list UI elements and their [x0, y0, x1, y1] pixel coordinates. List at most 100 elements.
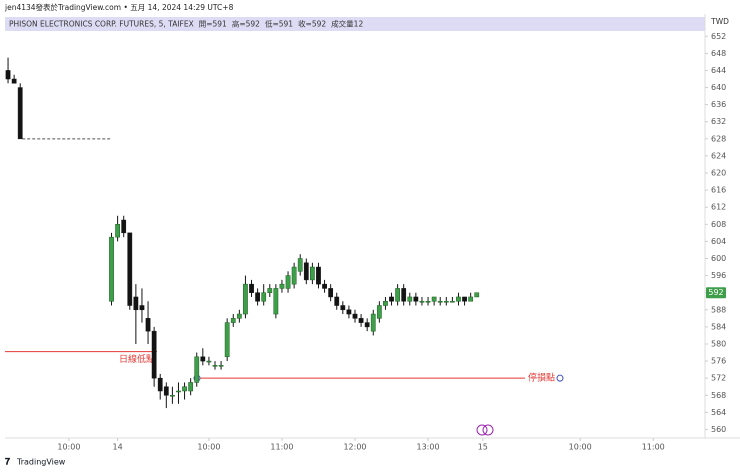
candle-body: [236, 313, 242, 319]
y-tick-label: 564: [711, 408, 726, 417]
y-tick-label: 632: [711, 117, 726, 126]
candle-body: [303, 262, 309, 281]
candle-body: [474, 292, 480, 298]
y-tick-label: 640: [711, 83, 726, 92]
candle-body: [170, 395, 175, 397]
annotation-anchor: [556, 374, 564, 382]
candle-body: [401, 288, 407, 302]
x-tick-label: 10:00: [197, 443, 220, 452]
y-tick-label: 580: [711, 339, 726, 348]
candle-body: [121, 219, 127, 234]
y-tick-label: 628: [711, 134, 726, 143]
candle-body: [5, 70, 11, 80]
y-tick-label: 568: [711, 391, 726, 400]
candle-body: [212, 365, 218, 367]
y-tick-label: 576: [711, 357, 726, 366]
footer: TradingView: [16, 458, 66, 467]
candle-body: [133, 296, 139, 311]
y-tick-label: 652: [711, 32, 726, 41]
last-price-label: 592: [708, 288, 723, 297]
candle-body: [334, 296, 340, 306]
candle-body: [297, 258, 303, 272]
candle-body: [151, 330, 157, 379]
candle-body: [370, 313, 376, 332]
y-tick-label: 644: [711, 66, 726, 75]
candle-body: [285, 275, 291, 289]
candle-body: [230, 318, 236, 323]
x-tick-label: 13:00: [417, 443, 440, 452]
candle-body: [291, 266, 297, 285]
candle-body: [249, 283, 254, 293]
candle-body: [316, 266, 321, 285]
y-tick-label: 608: [711, 220, 726, 229]
candle-body: [395, 288, 400, 302]
candle-body: [419, 300, 425, 303]
candle-body: [109, 236, 114, 302]
candle-body: [218, 365, 224, 367]
x-tick-label: 12:00: [343, 443, 366, 452]
candle-body: [145, 318, 151, 332]
candle-body: [194, 356, 200, 383]
candle-body: [182, 386, 187, 392]
attribution: jen4134發表於TradingView.com • 五月 14, 2024 …: [4, 2, 234, 12]
candle-body: [340, 305, 346, 311]
header-bar: [5, 17, 705, 31]
candle-body: [255, 292, 260, 302]
candle-body: [17, 87, 23, 140]
header-stat: 高=592: [232, 19, 260, 29]
candle-body: [407, 296, 413, 302]
last-price-tag: [706, 287, 726, 299]
candle-body: [358, 318, 364, 323]
annotation-label: 日線低點: [119, 353, 155, 365]
logo: 𝟕: [5, 457, 10, 468]
currency: TWD: [710, 17, 729, 26]
y-tick-label: 584: [711, 322, 726, 331]
header: PHISON ELECTRONICS CORP. FUTURES, 5, TAI…: [9, 19, 363, 29]
candle-body: [376, 305, 382, 319]
candle-body: [328, 288, 334, 298]
candle-body: [127, 232, 133, 306]
event-icon: [476, 424, 494, 436]
candle-body: [425, 300, 431, 303]
candle-body: [443, 300, 449, 303]
candle-body: [450, 300, 455, 303]
candle-body: [200, 356, 206, 362]
header-stat: 收=592: [298, 19, 326, 29]
candle-body: [176, 390, 181, 393]
x-tick-label: 15: [478, 443, 488, 452]
candle-body: [322, 283, 327, 289]
y-tick-label: 560: [711, 425, 726, 434]
y-tick-label: 624: [711, 151, 726, 160]
x-tick-label: 11:00: [270, 443, 293, 452]
candle-body: [206, 360, 212, 363]
logo-mark: 𝟕: [5, 457, 10, 468]
header-stat: 開=591: [199, 20, 227, 29]
price-axis: [705, 14, 740, 438]
candle-body: [267, 288, 273, 293]
y-tick-label: 596: [711, 271, 726, 280]
y-tick-label: 648: [711, 49, 726, 58]
y-tick-label: 588: [711, 305, 726, 314]
candle-body: [11, 78, 17, 84]
annotation-label: 停損點: [528, 372, 555, 384]
candle-body: [437, 300, 443, 303]
x-tick-label: 14: [113, 443, 123, 452]
candle-body: [389, 296, 394, 302]
x-tick-label: 10:00: [569, 443, 592, 452]
candle-body: [383, 300, 388, 306]
y-tick-label: 600: [711, 254, 726, 263]
y-tick-label: 636: [711, 100, 726, 109]
header-stat: 成交量12: [331, 19, 363, 29]
candle-body: [163, 386, 169, 396]
candle-body: [364, 322, 370, 328]
y-tick-label: 612: [711, 203, 726, 212]
y-tick-label: 620: [711, 169, 726, 178]
candle-body: [456, 296, 461, 302]
y-tick-label: 572: [711, 374, 726, 383]
candle-body: [413, 296, 419, 302]
candle-body: [243, 283, 248, 315]
candle-body: [188, 382, 194, 392]
